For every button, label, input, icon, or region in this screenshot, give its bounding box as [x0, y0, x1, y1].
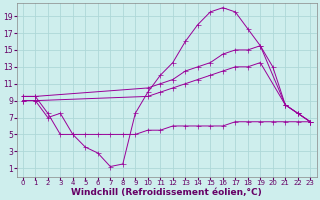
- X-axis label: Windchill (Refroidissement éolien,°C): Windchill (Refroidissement éolien,°C): [71, 188, 262, 197]
